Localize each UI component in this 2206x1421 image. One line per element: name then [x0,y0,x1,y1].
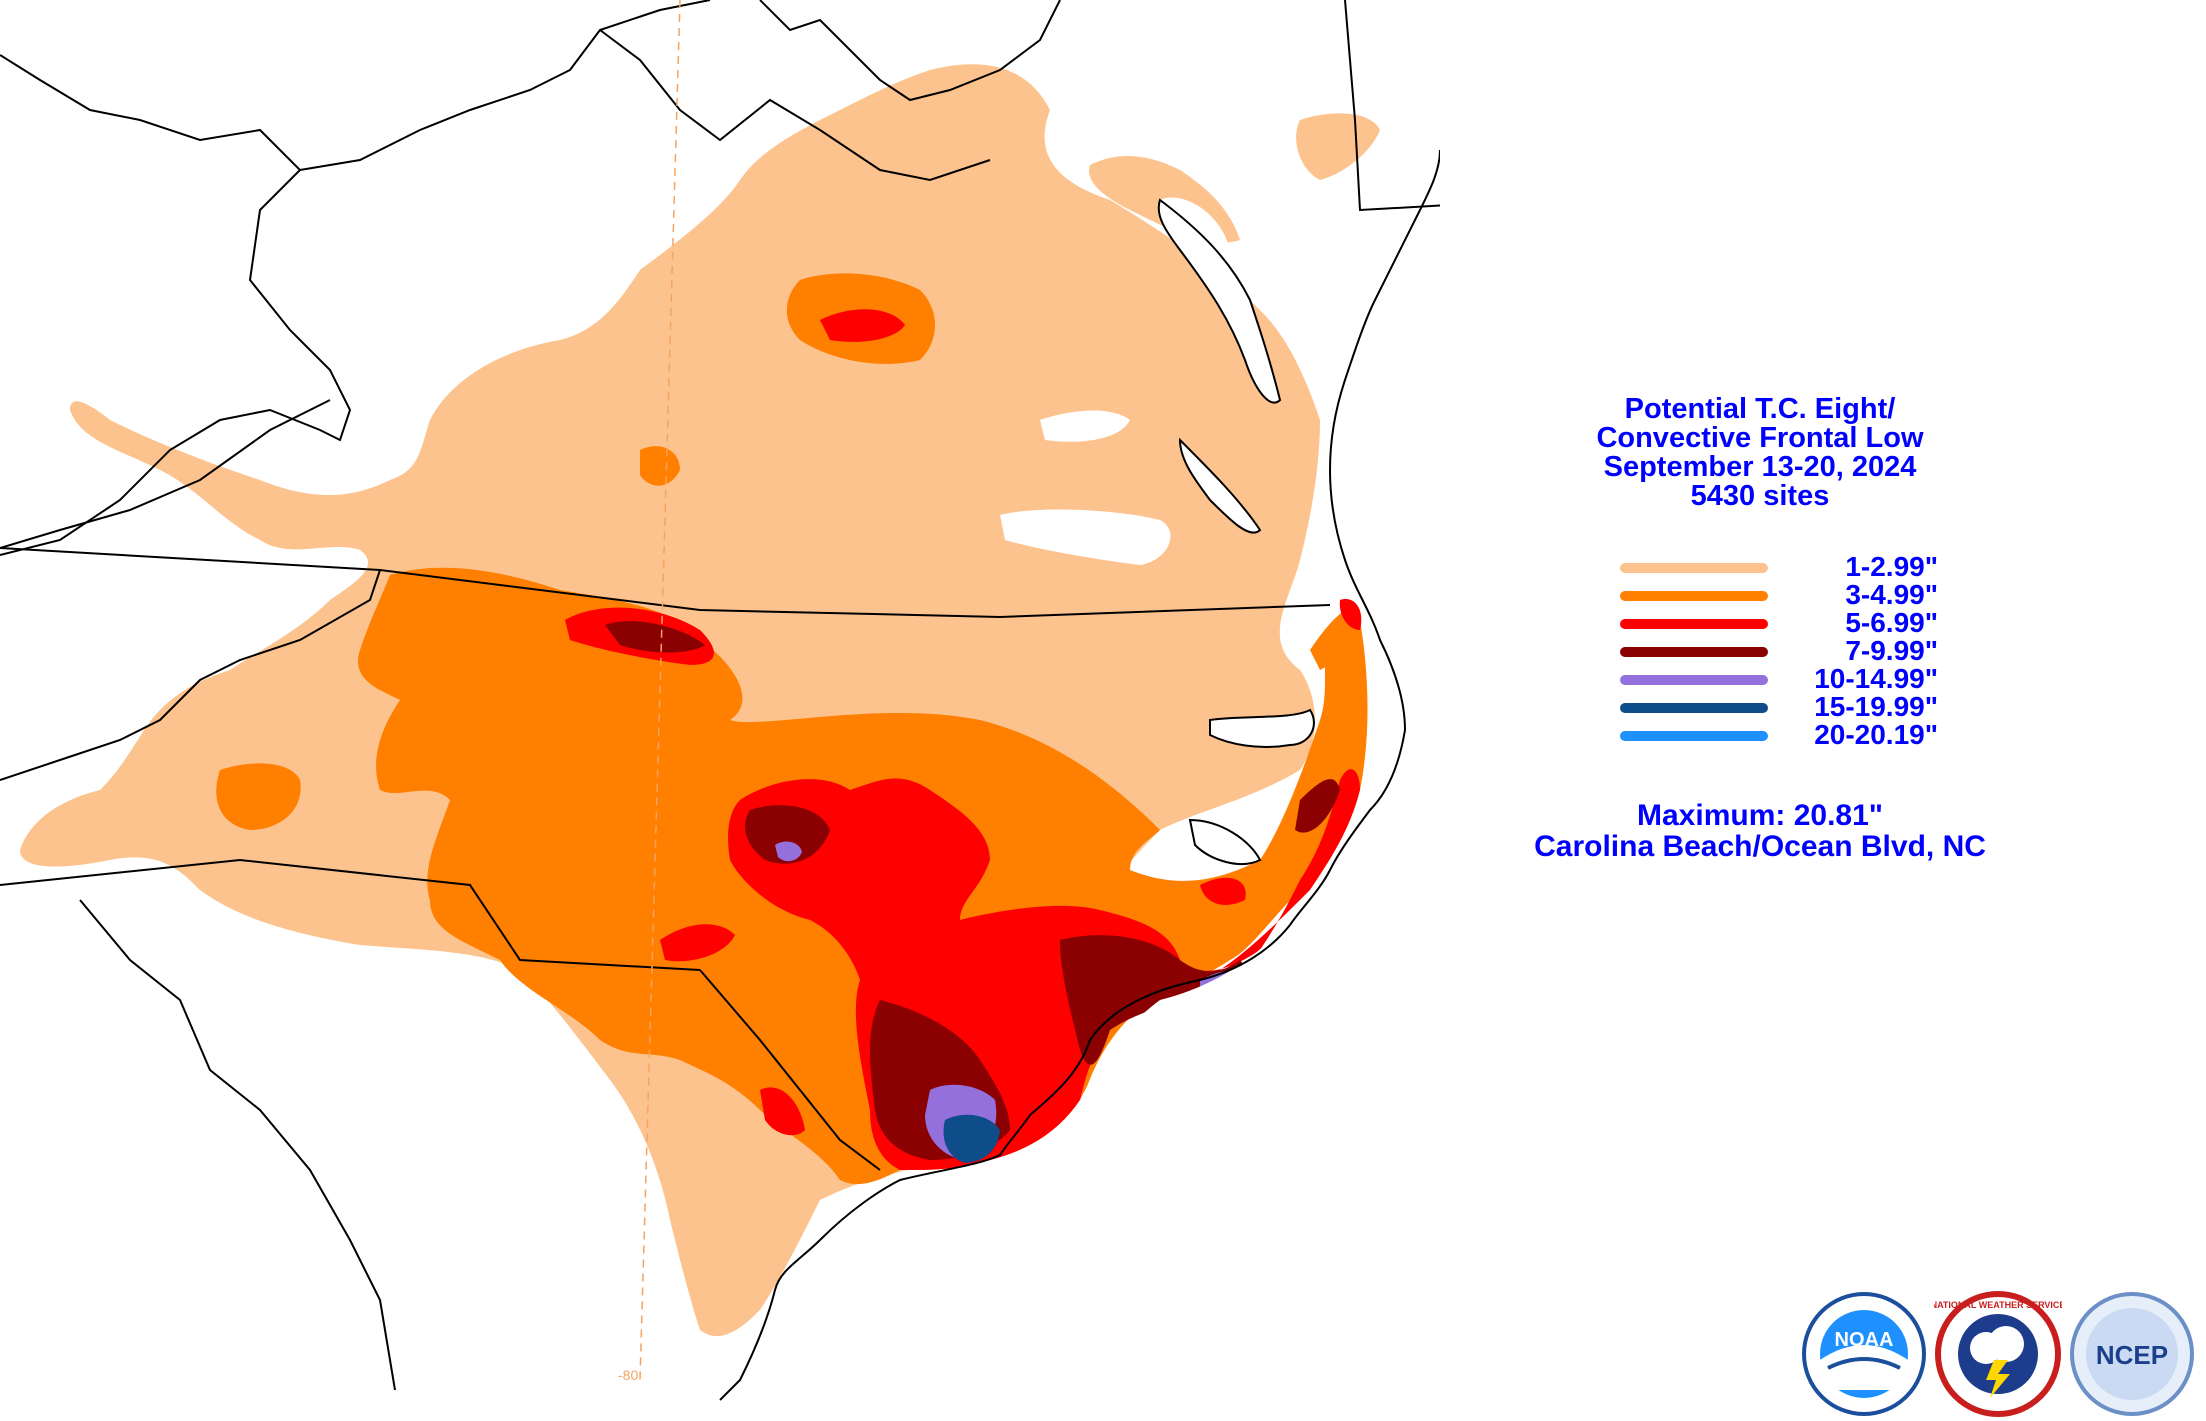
legend-swatch [1620,647,1768,657]
contour-7-9-99 [745,805,830,864]
contour-5-6-99 [1339,599,1362,630]
legend-swatch [1620,591,1768,601]
legend-label: 1-2.99" [1845,551,1938,582]
contour-5-6-99 [820,309,905,342]
noaa-logo: NOAA [1802,1292,1926,1416]
meridian-line [639,0,681,1381]
contour-5-6-99 [760,1087,805,1136]
nws-logo-text: NATIONAL WEATHER SERVICE [1934,1300,2062,1310]
legend-swatch [1620,619,1768,629]
maximum-value: Maximum: 20.81" [1637,799,1883,832]
legend-item: 7-9.99" [1620,637,1940,665]
legend-label: 10-14.99" [1814,663,1938,694]
legend-item: 1-2.99" [1620,553,1940,581]
noaa-logo-text: NOAA [1835,1329,1894,1351]
sound-outline [1178,437,1262,534]
title-line-3: September 13-20, 2024 [1603,451,1917,483]
contour-7-9-99 [605,621,705,653]
contour-10-14-99 [775,841,802,862]
legend-label: 15-19.99" [1814,691,1938,722]
contour-7-9-99 [1295,779,1340,833]
contour-5-6-99 [660,924,735,962]
sound-outline [1157,198,1282,404]
nws-logo: NATIONAL WEATHER SERVICE [1934,1291,2062,1417]
sound-outline [1209,708,1315,748]
legend-swatch [1620,675,1768,685]
legend-item: 20-20.19" [1620,721,1940,749]
contour-1-2-99 [1296,113,1380,180]
ocean-area [720,0,1440,1421]
contour-3-4-99 [216,763,301,830]
legend-item: 5-6.99" [1620,609,1940,637]
rainfall-map: -80 [0,0,1440,1421]
contour-15-19-99 [943,1114,1000,1163]
state-boundaries [0,0,1440,1391]
contour-7-9-99 [1060,935,1244,1065]
legend-swatch [1620,731,1768,741]
maximum-note: Maximum: 20.81" Carolina Beach/Ocean Blv… [1480,800,2040,862]
legend-swatch [1620,563,1768,573]
legend-label: 20-20.19" [1814,719,1938,750]
map-title: Potential T.C. Eight/ Convective Frontal… [1480,395,2040,511]
meridian-label: -80 [618,1367,638,1383]
title-line-2: Convective Frontal Low [1596,422,1924,454]
title-line-4: 5430 sites [1690,480,1830,512]
contour-5-6-99 [1200,877,1246,905]
coastline [719,149,1440,1401]
legend-item: 3-4.99" [1620,581,1940,609]
title-line-1: Potential T.C. Eight/ [1624,393,1896,425]
ncep-logo-text: NCEP [2096,1340,2168,1370]
legend-label: 3-4.99" [1845,579,1938,610]
agency-logos: NOAA NATIONAL WEATHER SERVICE NCEP [1800,1290,2206,1421]
contour-3-4-99 [640,446,680,486]
legend: 1-2.99" 3-4.99" 5-6.99" 7-9.99" 10-14.99… [1620,553,1940,749]
sound-outline [1188,818,1262,865]
contour-gap [1040,410,1130,442]
legend-swatch [1620,703,1768,713]
maximum-location: Carolina Beach/Ocean Blvd, NC [1534,830,1986,863]
legend-label: 5-6.99" [1845,607,1938,638]
contour-gap [1000,509,1171,565]
ncep-logo: NCEP [2070,1292,2194,1416]
legend-item: 15-19.99" [1620,693,1940,721]
legend-item: 10-14.99" [1620,665,1940,693]
legend-label: 7-9.99" [1845,635,1938,666]
